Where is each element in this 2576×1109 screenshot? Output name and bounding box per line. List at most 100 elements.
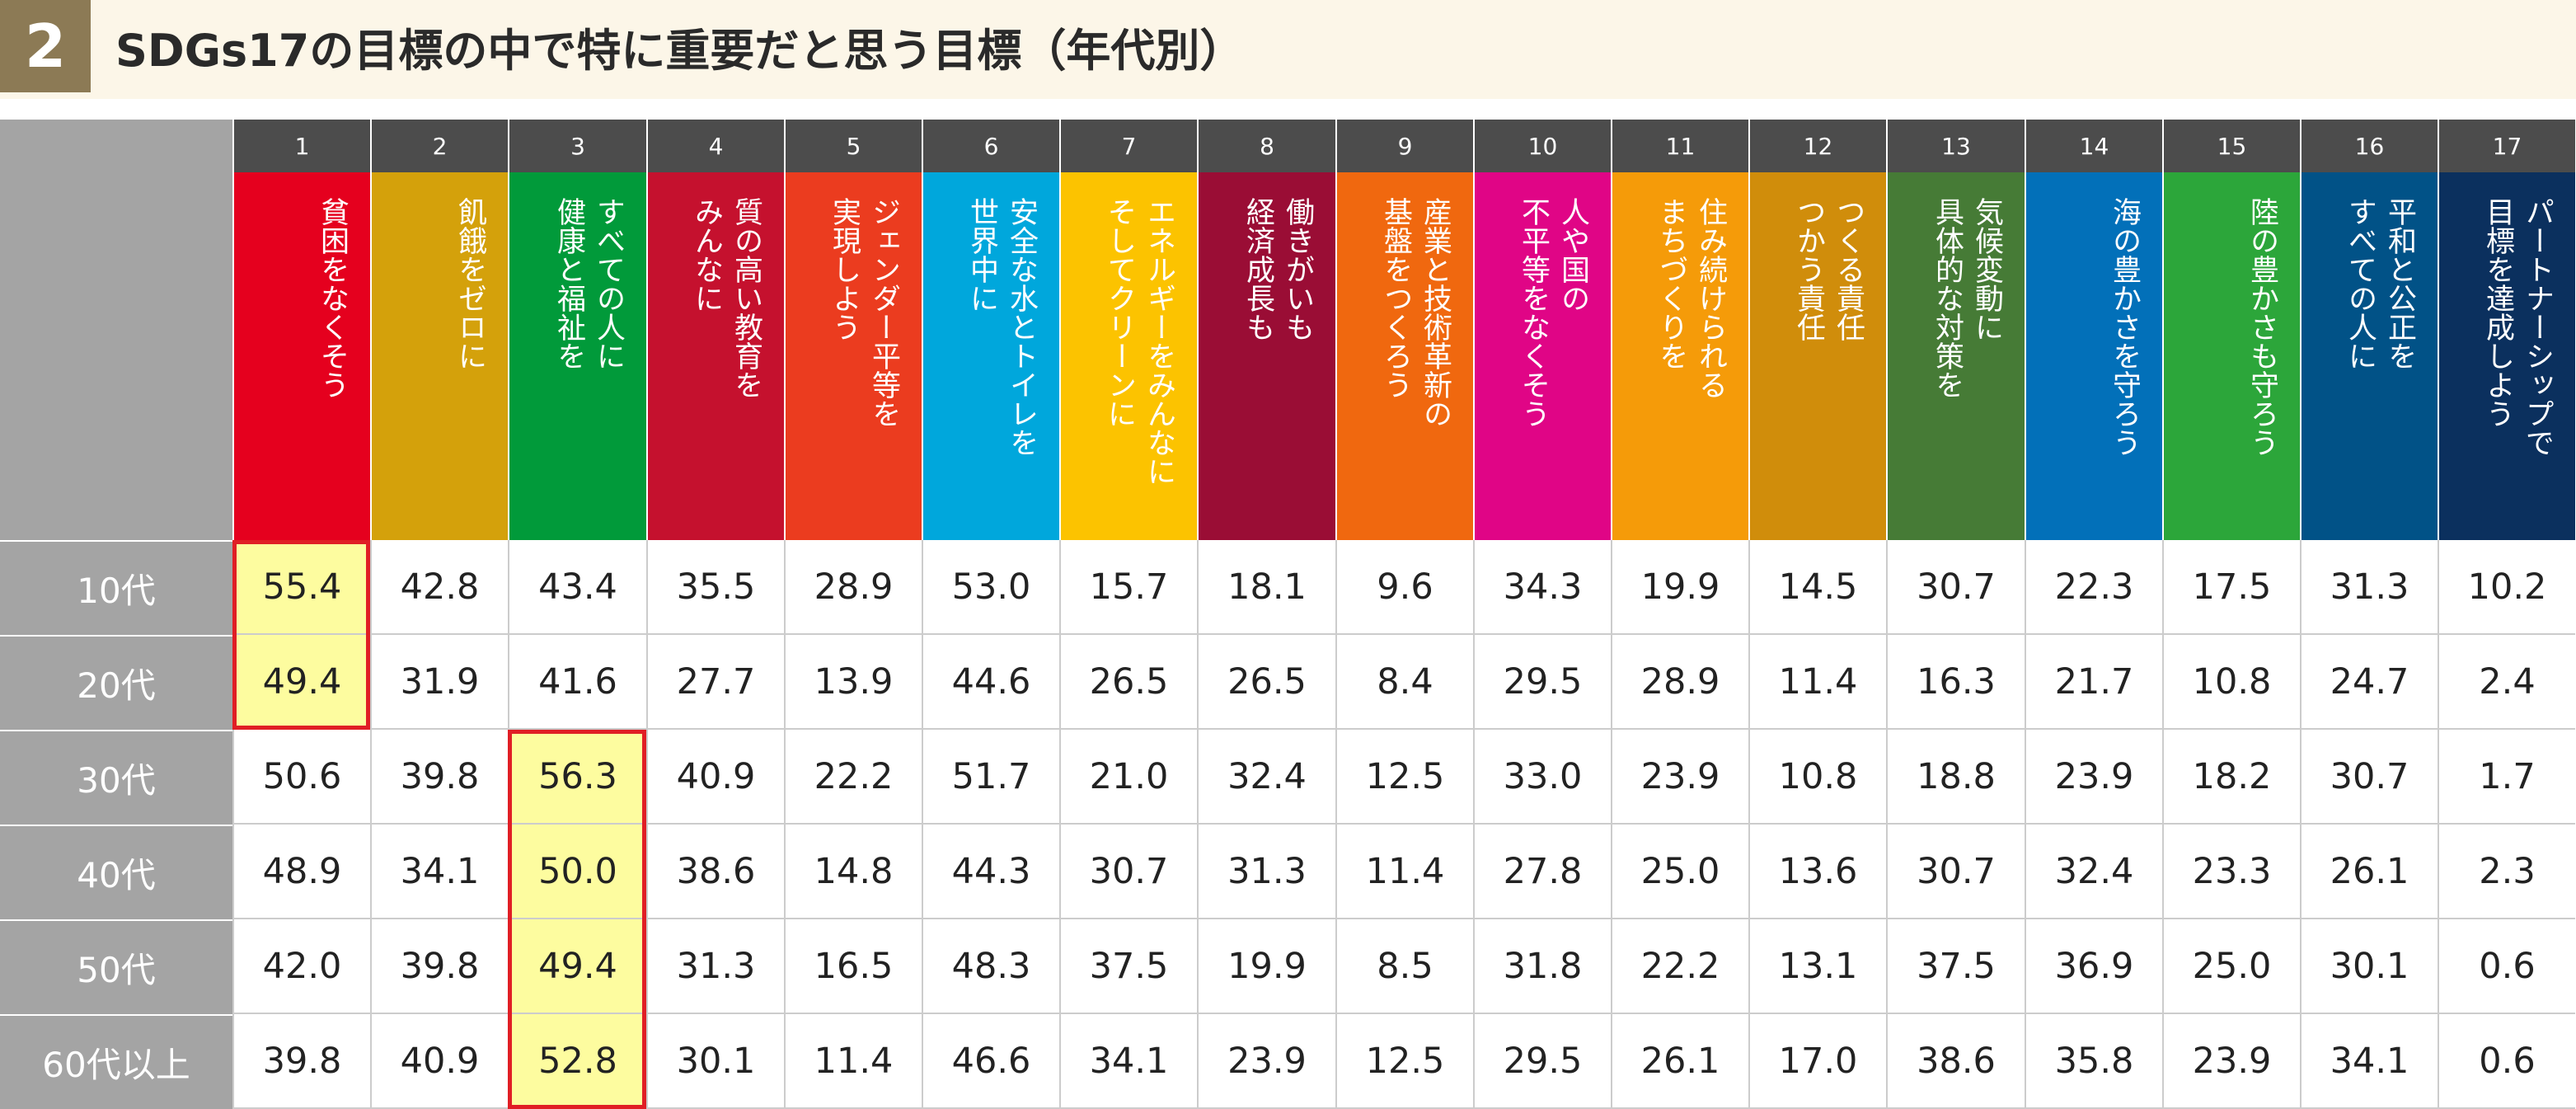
value-cell: 49.4 <box>232 635 370 730</box>
value-cell: 28.9 <box>1611 635 1748 730</box>
value-cell: 13.9 <box>784 635 922 730</box>
row-label: 50代 <box>0 919 232 1014</box>
value-cell: 16.5 <box>784 919 922 1014</box>
value-cell: 0.6 <box>2438 1014 2575 1109</box>
value-cell: 33.0 <box>1473 730 1611 825</box>
table-corner <box>0 120 232 540</box>
value-cell: 39.8 <box>370 730 508 825</box>
goal-header-10: 人や国の 不平等をなくそう <box>1473 172 1611 540</box>
goal-number-4: 4 <box>646 120 784 172</box>
value-cell: 50.6 <box>232 730 370 825</box>
value-cell: 27.8 <box>1473 825 1611 919</box>
goal-label-7: エネルギーをみんなに そしてクリーンに <box>1103 197 1175 486</box>
value-cell: 11.4 <box>1748 635 1886 730</box>
value-cell: 27.7 <box>646 635 784 730</box>
value-cell: 26.5 <box>1059 635 1197 730</box>
value-cell: 30.1 <box>646 1014 784 1109</box>
goal-header-12: つくる責任 つかう責任 <box>1748 172 1886 540</box>
value-cell: 30.7 <box>1886 540 2025 635</box>
value-cell: 19.9 <box>1611 540 1748 635</box>
value-cell: 1.7 <box>2438 730 2575 825</box>
value-cell: 40.9 <box>370 1014 508 1109</box>
goal-label-10: 人や国の 不平等をなくそう <box>1517 197 1589 428</box>
row-label: 60代以上 <box>0 1014 232 1109</box>
section-number-badge: 2 <box>0 0 91 92</box>
value-cell: 26.1 <box>1611 1014 1748 1109</box>
goal-header-2: 飢餓をゼロに <box>370 172 508 540</box>
value-cell: 39.8 <box>232 1014 370 1109</box>
value-cell: 22.3 <box>2025 540 2162 635</box>
value-cell: 37.5 <box>1059 919 1197 1014</box>
value-cell: 22.2 <box>1611 919 1748 1014</box>
value-cell: 13.6 <box>1748 825 1886 919</box>
goal-header-11: 住み続けられる まちづくりを <box>1611 172 1748 540</box>
value-cell: 55.4 <box>232 540 370 635</box>
value-cell: 51.7 <box>922 730 1059 825</box>
value-cell: 8.5 <box>1335 919 1473 1014</box>
value-cell: 38.6 <box>646 825 784 919</box>
goal-number-1: 1 <box>232 120 370 172</box>
value-cell: 17.5 <box>2162 540 2300 635</box>
value-cell: 35.5 <box>646 540 784 635</box>
value-cell: 49.4 <box>508 919 646 1014</box>
goal-label-6: 安全な水とトイレを 世界中に <box>965 197 1038 457</box>
value-cell: 2.4 <box>2438 635 2575 730</box>
value-cell: 17.0 <box>1748 1014 1886 1109</box>
value-cell: 26.5 <box>1197 635 1335 730</box>
value-cell: 19.9 <box>1197 919 1335 1014</box>
value-cell: 29.5 <box>1473 1014 1611 1109</box>
value-cell: 43.4 <box>508 540 646 635</box>
goal-number-16: 16 <box>2300 120 2438 172</box>
value-cell: 26.1 <box>2300 825 2438 919</box>
row-label: 30代 <box>0 730 232 825</box>
value-cell: 41.6 <box>508 635 646 730</box>
goal-header-14: 海の豊かさを守ろう <box>2025 172 2162 540</box>
value-cell: 23.9 <box>1611 730 1748 825</box>
value-cell: 16.3 <box>1886 635 2025 730</box>
goal-label-15: 陸の豊かさも守ろう <box>2245 197 2278 457</box>
goal-label-4: 質の高い教育を みんなに <box>690 197 762 399</box>
value-cell: 38.6 <box>1886 1014 2025 1109</box>
value-cell: 24.7 <box>2300 635 2438 730</box>
value-cell: 50.0 <box>508 825 646 919</box>
value-cell: 29.5 <box>1473 635 1611 730</box>
value-cell: 56.3 <box>508 730 646 825</box>
goal-header-8: 働きがいも 経済成長も <box>1197 172 1335 540</box>
row-label: 10代 <box>0 540 232 635</box>
value-cell: 42.0 <box>232 919 370 1014</box>
value-cell: 12.5 <box>1335 730 1473 825</box>
goal-header-4: 質の高い教育を みんなに <box>646 172 784 540</box>
goal-number-6: 6 <box>922 120 1059 172</box>
value-cell: 32.4 <box>1197 730 1335 825</box>
value-cell: 14.5 <box>1748 540 1886 635</box>
value-cell: 12.5 <box>1335 1014 1473 1109</box>
value-cell: 9.6 <box>1335 540 1473 635</box>
value-cell: 31.3 <box>646 919 784 1014</box>
goal-label-9: 産業と技術革新の 基盤をつくろう <box>1379 197 1452 428</box>
value-cell: 40.9 <box>646 730 784 825</box>
value-cell: 10.2 <box>2438 540 2575 635</box>
value-cell: 23.9 <box>2025 730 2162 825</box>
value-cell: 31.3 <box>2300 540 2438 635</box>
goal-header-9: 産業と技術革新の 基盤をつくろう <box>1335 172 1473 540</box>
value-cell: 30.1 <box>2300 919 2438 1014</box>
value-cell: 22.2 <box>784 730 922 825</box>
value-cell: 10.8 <box>2162 635 2300 730</box>
value-cell: 25.0 <box>2162 919 2300 1014</box>
value-cell: 36.9 <box>2025 919 2162 1014</box>
value-cell: 30.7 <box>2300 730 2438 825</box>
value-cell: 0.6 <box>2438 919 2575 1014</box>
value-cell: 23.9 <box>2162 1014 2300 1109</box>
goal-number-17: 17 <box>2438 120 2575 172</box>
value-cell: 18.2 <box>2162 730 2300 825</box>
goal-header-7: エネルギーをみんなに そしてクリーンに <box>1059 172 1197 540</box>
goal-label-11: 住み続けられる まちづくりを <box>1654 197 1727 399</box>
goal-number-9: 9 <box>1335 120 1473 172</box>
value-cell: 8.4 <box>1335 635 1473 730</box>
goal-label-5: ジェンダー平等を 実現しよう <box>828 197 900 428</box>
goal-number-11: 11 <box>1611 120 1748 172</box>
value-cell: 31.3 <box>1197 825 1335 919</box>
value-cell: 31.9 <box>370 635 508 730</box>
goal-number-3: 3 <box>508 120 646 172</box>
value-cell: 28.9 <box>784 540 922 635</box>
